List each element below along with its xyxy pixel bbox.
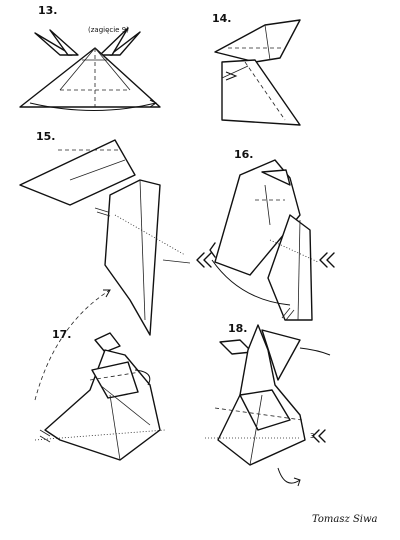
step-15-diagram: 15. (19, 130, 212, 401)
step-14-number: 14. (212, 12, 232, 25)
step-15-body (104, 179, 161, 336)
step-13-left-wing (34, 32, 73, 56)
step-14-diagram: 14. 1/2 (212, 12, 301, 126)
step-17-beak (94, 332, 121, 353)
step-14-fold-arrow-icon (225, 71, 238, 81)
step-18-turn-arrow-icon (277, 467, 301, 484)
step-18-push-in-chevron-icon (312, 429, 326, 443)
step-17-fold-arrow-icon (134, 369, 151, 386)
step-15-head-flap (19, 139, 136, 206)
step-18-note: 3 (310, 432, 314, 440)
step-17-body (44, 349, 161, 461)
step-15-repeat-behind-icon (34, 289, 111, 401)
step-13-note: (zagięcie 9) (88, 26, 129, 34)
step-17-diagram: 17. (34, 328, 166, 461)
step-14-upper-flap (214, 19, 301, 63)
step-13-right-wing (109, 31, 141, 56)
author-signature: Tomasz Siwa (312, 514, 378, 525)
step-15-number: 15. (36, 130, 56, 143)
step-13-right-wing-inner (99, 27, 129, 56)
step-16-body (267, 214, 313, 321)
step-14-body (221, 59, 301, 126)
step-15-push-in-chevron-icon (196, 252, 212, 268)
step-17-wing-layer (91, 361, 139, 399)
step-18-tail-flap (261, 329, 301, 381)
step-16-number: 16. (234, 148, 254, 161)
step-18-number: 18. (228, 322, 248, 335)
step-13-diagram: 13. (zagięcie 9) (19, 4, 161, 111)
step-18-diagram: 18. 3 (205, 322, 331, 487)
step-13-body (19, 47, 161, 108)
step-16-head (214, 159, 301, 276)
step-17-number: 17. (52, 328, 72, 341)
step-16-fold-arrow-icon (211, 259, 291, 306)
step-16-diagram: 16. (209, 148, 335, 321)
step-13-fold-arrow-icon (29, 102, 157, 111)
step-13-left-wing-inner (49, 29, 79, 56)
step-16-push-in-chevron-icon (319, 252, 335, 268)
step-16-beak (261, 169, 291, 186)
step-18-wing-layer (239, 389, 291, 431)
step-13-number: 13. (38, 4, 58, 17)
step-18-fold-arrow-icon (299, 347, 331, 356)
step-16-left-chevron-icon (209, 242, 216, 258)
